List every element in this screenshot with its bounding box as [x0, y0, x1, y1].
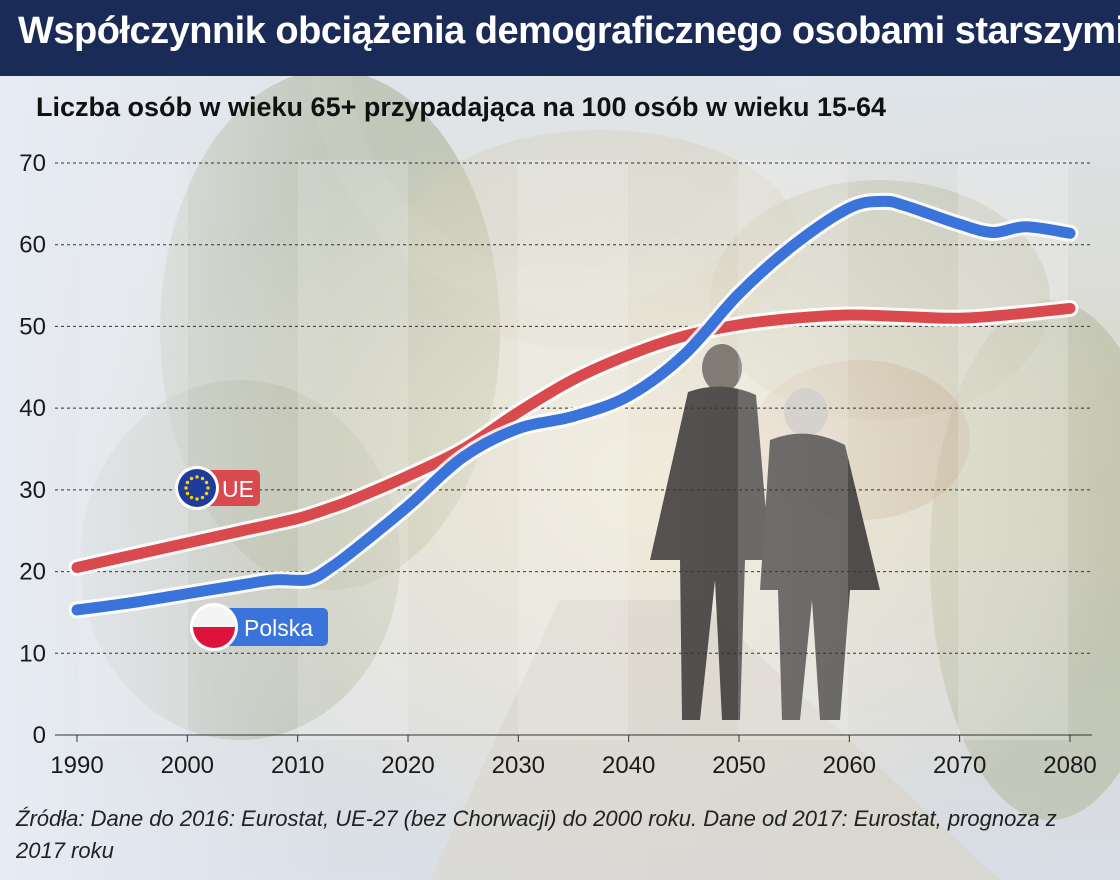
- page-title: Współczynnik obciążenia demograficznego …: [18, 10, 1120, 52]
- source-note: Źródła: Dane do 2016: Eurostat, UE-27 (b…: [16, 806, 1057, 863]
- x-tick-label: 2030: [492, 752, 545, 779]
- y-tick-label: 40: [19, 395, 46, 422]
- eu-star: [189, 495, 194, 500]
- eu-star: [189, 476, 194, 481]
- x-tick-label: 2060: [823, 752, 876, 779]
- pl-flag-icon: [193, 627, 235, 648]
- eu-star: [200, 476, 205, 481]
- series-outline-1: [68, 192, 1079, 619]
- legend-tag-polska: Polska: [190, 603, 328, 651]
- y-tick-label: 60: [19, 232, 46, 259]
- eu-star: [200, 495, 205, 500]
- x-tick-label: 2000: [161, 752, 214, 779]
- x-axis: 1990 2000 2010 2020 2030 2040 2050 2060 2070 2080: [50, 735, 1097, 779]
- x-tick-label: 2070: [933, 752, 986, 779]
- series-outline-0: [68, 299, 1079, 576]
- legend-label-polska: Polska: [244, 615, 313, 641]
- y-tick-label: 70: [19, 150, 46, 177]
- eu-flag-icon: [178, 469, 216, 507]
- series-line-ue: [71, 302, 1076, 573]
- chart-subtitle: Liczba osób w wieku 65+ przypadająca na …: [36, 92, 887, 122]
- y-tick-label: 30: [19, 477, 46, 504]
- series-lines: [68, 192, 1079, 619]
- x-tick-label: 2080: [1043, 752, 1096, 779]
- eu-star: [184, 486, 188, 490]
- y-tick-label: 50: [19, 313, 46, 340]
- eu-star: [185, 491, 190, 496]
- pl-flag-white: [193, 606, 235, 627]
- eu-star: [206, 486, 210, 490]
- title-bar: Współczynnik obciążenia demograficznego …: [0, 0, 1120, 76]
- series-line-polska: [71, 195, 1076, 616]
- y-tick-label: 0: [33, 722, 46, 749]
- y-tick-label: 10: [19, 640, 46, 667]
- eu-star: [195, 475, 199, 479]
- legend-tag-ue: UE: [175, 466, 260, 510]
- x-tick-label: 2020: [381, 752, 434, 779]
- series-labels: UE Polska: [175, 466, 328, 651]
- eu-star: [204, 480, 209, 485]
- eu-star: [204, 491, 209, 496]
- x-tick-label: 2040: [602, 752, 655, 779]
- x-tick-label: 2010: [271, 752, 324, 779]
- eu-star: [185, 480, 190, 485]
- x-tick-label: 1990: [50, 752, 103, 779]
- y-tick-label: 20: [19, 559, 46, 586]
- eu-star: [195, 497, 199, 501]
- legend-label-ue: UE: [222, 476, 254, 502]
- y-axis: 0 10 20 30 40 50 60 70: [19, 150, 46, 749]
- x-tick-label: 2050: [712, 752, 765, 779]
